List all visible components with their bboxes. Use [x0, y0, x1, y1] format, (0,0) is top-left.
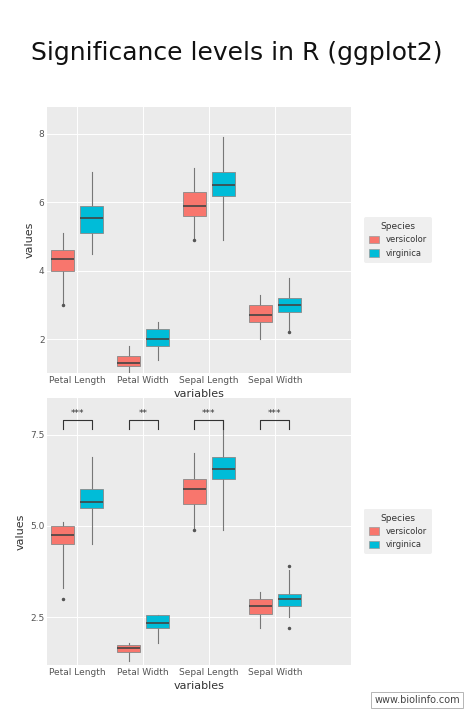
Text: ***: *** — [202, 410, 216, 418]
FancyBboxPatch shape — [211, 456, 236, 479]
Text: ***: *** — [268, 410, 282, 418]
FancyBboxPatch shape — [146, 328, 169, 346]
Text: www.biolinfo.com: www.biolinfo.com — [374, 695, 460, 705]
Text: ***: *** — [70, 410, 84, 418]
FancyBboxPatch shape — [211, 171, 236, 196]
FancyBboxPatch shape — [182, 479, 206, 504]
FancyBboxPatch shape — [117, 645, 140, 652]
FancyBboxPatch shape — [146, 616, 169, 629]
FancyBboxPatch shape — [51, 526, 74, 544]
Text: Significance levels in R (ggplot2): Significance levels in R (ggplot2) — [31, 41, 443, 65]
X-axis label: variables: variables — [173, 389, 225, 399]
FancyBboxPatch shape — [51, 250, 74, 271]
FancyBboxPatch shape — [182, 192, 206, 216]
FancyBboxPatch shape — [248, 599, 272, 614]
FancyBboxPatch shape — [278, 298, 301, 311]
Legend: versicolor, virginica: versicolor, virginica — [364, 509, 432, 554]
FancyBboxPatch shape — [248, 305, 272, 322]
Y-axis label: values: values — [16, 513, 26, 550]
FancyBboxPatch shape — [278, 594, 301, 606]
Y-axis label: values: values — [25, 222, 35, 258]
Text: **: ** — [138, 410, 147, 418]
FancyBboxPatch shape — [80, 489, 103, 508]
FancyBboxPatch shape — [80, 205, 103, 233]
FancyBboxPatch shape — [117, 356, 140, 366]
X-axis label: variables: variables — [173, 680, 225, 690]
Legend: versicolor, virginica: versicolor, virginica — [364, 218, 432, 262]
